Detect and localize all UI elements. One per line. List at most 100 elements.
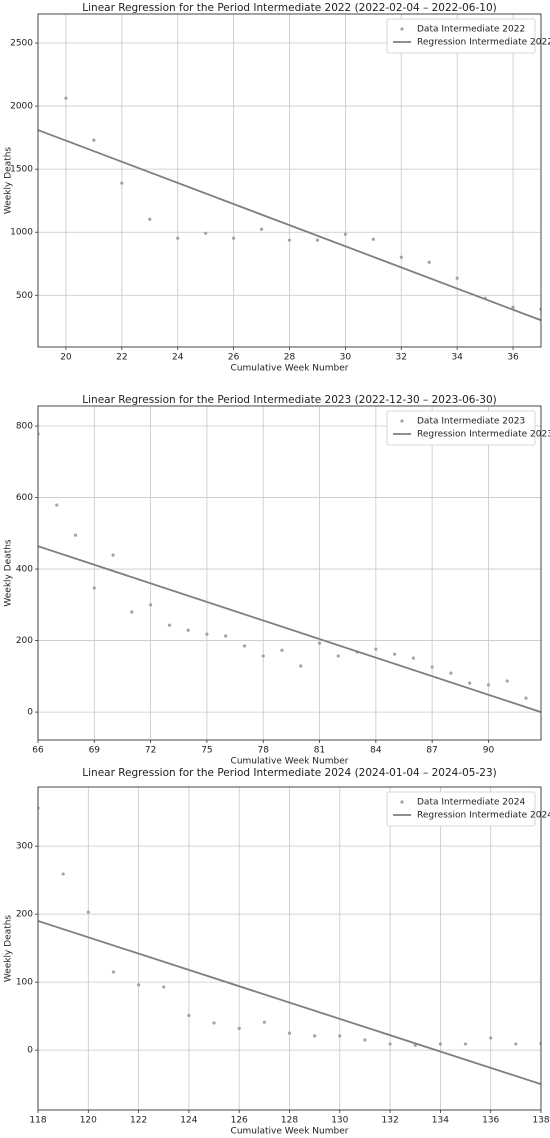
data-point <box>514 1042 518 1046</box>
x-tick-label: 124 <box>180 1116 197 1126</box>
x-axis-label: Cumulative Week Number <box>231 757 349 767</box>
data-point <box>86 910 90 914</box>
data-point <box>338 1034 342 1038</box>
y-tick-label: 2500 <box>10 39 33 49</box>
legend-box <box>386 410 536 446</box>
x-tick-label: 134 <box>432 1116 449 1126</box>
legend-swatch <box>400 800 404 804</box>
y-tick-label: 100 <box>16 978 33 988</box>
x-tick-label: 22 <box>116 353 127 363</box>
plot-frame <box>37 13 542 348</box>
x-tick-label: 120 <box>80 1116 97 1126</box>
x-tick-label: 30 <box>340 353 352 363</box>
plot-frame <box>37 405 542 741</box>
legend-box <box>386 791 536 827</box>
chart: Linear Regression for the Period Interme… <box>4 767 550 1137</box>
data-point <box>92 586 96 590</box>
x-tick-label: 118 <box>29 1116 46 1126</box>
chart-title: Linear Regression for the Period Interme… <box>82 2 496 14</box>
data-point <box>187 1013 191 1018</box>
chart: Linear Regression for the Period Interme… <box>4 394 550 767</box>
y-tick-label: 200 <box>16 636 33 646</box>
x-tick-label: 34 <box>451 353 463 363</box>
data-point <box>262 1020 266 1024</box>
y-axis-label: Weekly Deaths <box>4 147 14 215</box>
y-tick-label: 2000 <box>10 102 33 112</box>
legend-label: Data Intermediate 2024 <box>417 798 525 808</box>
x-axis-label: Cumulative Week Number <box>231 1127 349 1137</box>
legend-label: Regression Intermediate 2023 <box>417 430 550 440</box>
data-point <box>261 654 265 658</box>
data-point <box>343 232 347 236</box>
x-tick-label: 36 <box>507 353 519 363</box>
x-tick-label: 87 <box>426 746 437 756</box>
data-point <box>388 1042 392 1046</box>
data-point <box>55 503 59 507</box>
x-tick-label: 81 <box>314 746 325 756</box>
y-tick-label: 500 <box>16 291 33 301</box>
y-tick-label: 300 <box>16 842 33 852</box>
y-tick-label: 0 <box>27 1046 33 1056</box>
plot-area <box>38 432 541 713</box>
data-point <box>468 681 472 685</box>
data-point <box>399 255 403 259</box>
data-point <box>259 227 264 231</box>
x-tick-label: 66 <box>32 746 44 756</box>
x-tick-label: 69 <box>89 746 101 756</box>
data-point <box>317 641 322 645</box>
x-tick-label: 20 <box>60 353 72 363</box>
data-point <box>489 1036 493 1040</box>
x-tick-label: 90 <box>483 746 495 756</box>
data-point <box>204 231 208 235</box>
x-tick-label: 132 <box>382 1116 399 1126</box>
legend-label: Regression Intermediate 2022 <box>417 38 550 48</box>
data-point <box>280 648 284 652</box>
data-point <box>148 217 152 221</box>
y-tick-label: 1500 <box>10 165 33 175</box>
data-point <box>176 236 180 240</box>
x-tick-label: 75 <box>201 746 212 756</box>
data-point <box>363 1038 367 1042</box>
x-tick-label: 24 <box>172 353 184 363</box>
legend-swatch <box>400 419 404 423</box>
data-point <box>61 872 65 876</box>
x-tick-label: 136 <box>482 1116 499 1126</box>
chart-title: Linear Regression for the Period Interme… <box>82 767 496 779</box>
x-tick-label: 126 <box>231 1116 248 1126</box>
data-point <box>455 276 459 280</box>
x-axis-label: Cumulative Week Number <box>231 364 349 374</box>
y-tick-label: 800 <box>16 422 33 432</box>
data-point <box>92 138 96 142</box>
data-point <box>137 983 141 987</box>
data-point <box>393 652 397 656</box>
x-tick-label: 32 <box>396 353 407 363</box>
data-point <box>374 647 378 651</box>
data-point <box>336 654 340 658</box>
data-point <box>371 237 375 241</box>
y-axis-label: Weekly Deaths <box>4 539 14 607</box>
x-tick-label: 72 <box>145 746 156 756</box>
data-point <box>438 1042 442 1046</box>
x-tick-label: 28 <box>284 353 296 363</box>
data-point <box>111 553 115 557</box>
regression-line <box>38 920 541 1086</box>
data-point <box>167 623 171 627</box>
y-tick-label: 400 <box>16 565 33 575</box>
data-point <box>315 238 320 242</box>
data-point <box>511 305 515 309</box>
y-tick-label: 0 <box>27 708 33 718</box>
data-point <box>287 238 292 242</box>
data-point <box>205 632 209 636</box>
y-tick-label: 600 <box>16 493 33 503</box>
chart: Linear Regression for the Period Interme… <box>4 2 550 374</box>
data-point <box>463 1042 468 1046</box>
y-tick-label: 200 <box>16 910 33 920</box>
legend-label: Regression Intermediate 2024 <box>417 811 550 821</box>
x-tick-label: 78 <box>257 746 269 756</box>
plot-area <box>38 806 541 1086</box>
x-tick-label: 130 <box>331 1116 348 1126</box>
data-point <box>287 1031 292 1035</box>
regression-line <box>38 545 541 713</box>
data-point <box>430 665 434 669</box>
